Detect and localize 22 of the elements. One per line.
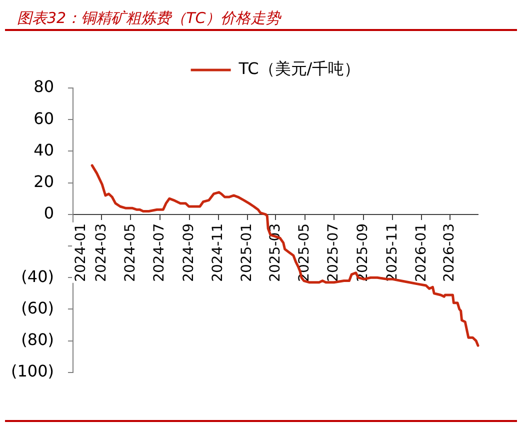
x-tick-label: 2025-01 [239,223,256,282]
x-tick-label: 2026-01 [413,223,430,282]
x-tick-label: 2025-07 [326,223,342,282]
y-tick-label: 80 [34,77,54,96]
legend-label: TC（美元/千吨） [238,59,360,78]
x-tick-label: 2024-05 [122,223,138,282]
y-tick-label: 40 [34,140,54,160]
x-tick-label: 2024-07 [151,223,168,282]
y-tick-label: (80) [21,330,54,349]
chart-title: 图表32：铜精矿粗炼费（TC）价格走势 [17,9,281,27]
x-tick-label: 2024-11 [210,223,226,282]
y-tick-label: 20 [34,172,54,191]
y-tick-label: (40) [21,266,54,286]
x-tick-label: 2024-01 [73,223,90,282]
y-tick-label: (100) [10,362,54,381]
y-tick-label: (60) [21,298,54,318]
y-tick-label: 60 [34,108,54,128]
x-tick-label: 2025-03 [267,223,284,282]
x-tick-label: 2026-03 [441,223,458,282]
x-tick-label: 2024-09 [181,223,198,282]
y-tick-label: 0 [44,204,54,223]
x-tick-label: 2024-03 [93,223,110,282]
